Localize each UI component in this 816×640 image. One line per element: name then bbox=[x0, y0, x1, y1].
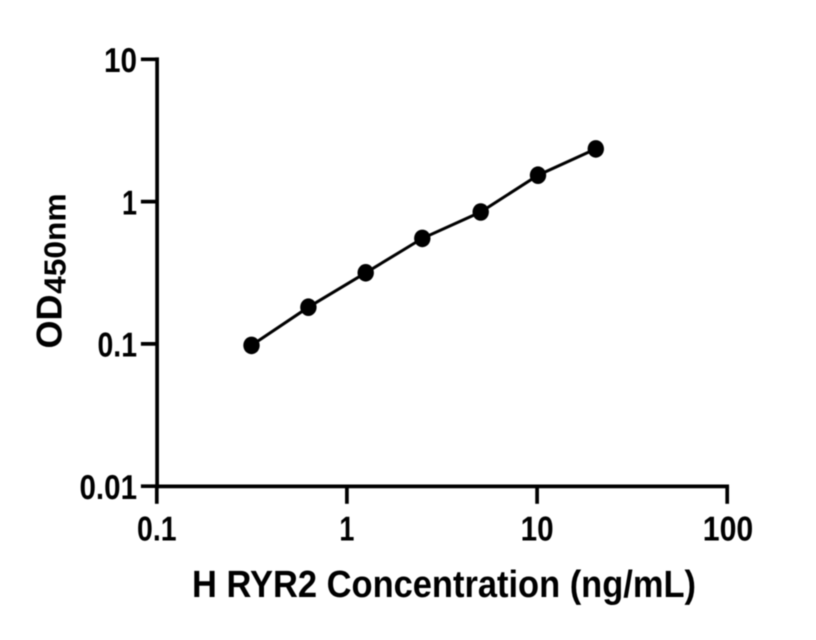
svg-text:10: 10 bbox=[521, 511, 554, 549]
svg-text:100: 100 bbox=[703, 511, 754, 549]
svg-text:H RYR2 Concentration (ng/mL): H RYR2 Concentration (ng/mL) bbox=[192, 564, 696, 606]
svg-text:450nm: 450nm bbox=[39, 193, 73, 294]
svg-text:1: 1 bbox=[122, 184, 137, 222]
svg-text:0.01: 0.01 bbox=[80, 469, 138, 507]
svg-text:10: 10 bbox=[104, 42, 137, 80]
svg-text:0.1: 0.1 bbox=[98, 327, 138, 365]
svg-text:0.1: 0.1 bbox=[137, 511, 177, 549]
svg-text:1: 1 bbox=[339, 511, 354, 549]
svg-text:OD: OD bbox=[29, 295, 70, 349]
